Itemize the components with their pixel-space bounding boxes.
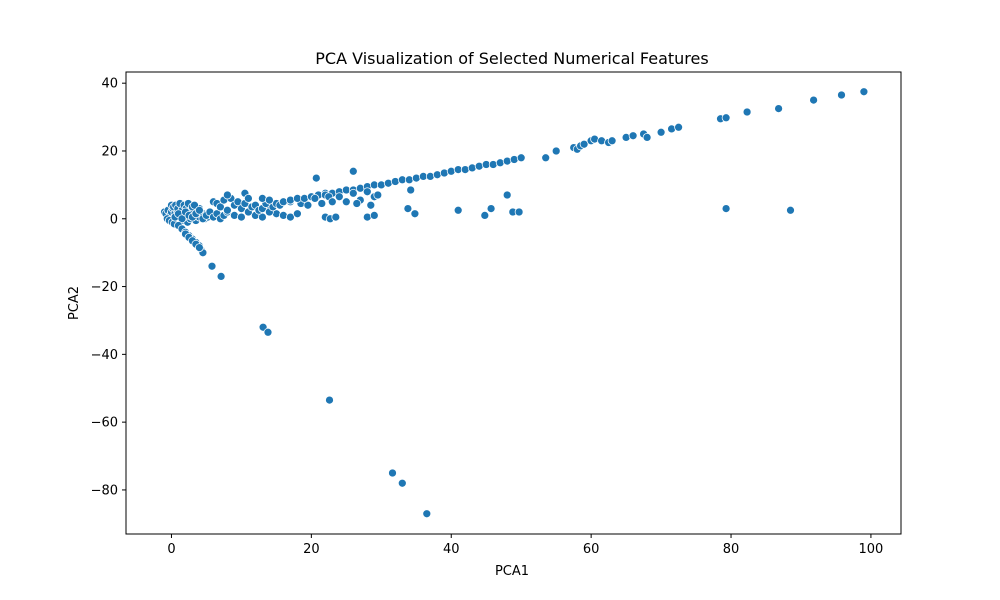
data-point (480, 211, 490, 220)
data-point (388, 468, 397, 478)
data-point (397, 478, 407, 488)
data-point (348, 166, 358, 176)
data-point (422, 509, 432, 519)
y-axis: −80 −60 −40 −20 0 20 40 (91, 77, 126, 498)
chart-title: PCA Visualization of Selected Numerical … (315, 49, 708, 68)
data-point (265, 195, 274, 205)
data-point (303, 200, 313, 210)
data-point (859, 87, 869, 97)
data-point (348, 188, 358, 198)
data-point (207, 261, 217, 271)
x-tick-label: 40 (443, 542, 460, 557)
y-tick-label: −60 (91, 416, 118, 431)
x-tick-label: 0 (167, 542, 175, 557)
data-point (327, 197, 337, 207)
data-point (742, 107, 752, 117)
data-point (195, 243, 204, 252)
data-point (177, 214, 187, 224)
data-point (486, 204, 496, 213)
data-point (334, 192, 344, 202)
y-tick-label: 40 (101, 77, 118, 92)
y-tick-label: 0 (110, 212, 118, 227)
data-point (809, 95, 818, 105)
data-point (721, 204, 731, 213)
plot-frame (125, 71, 902, 535)
data-point (317, 199, 327, 208)
data-point (341, 197, 351, 207)
data-point (311, 173, 321, 183)
data-point (366, 200, 376, 210)
x-tick-label: 20 (303, 542, 320, 557)
data-point (237, 212, 246, 222)
data-point (216, 272, 226, 281)
data-point (352, 199, 362, 208)
data-point (403, 204, 413, 213)
data-point (244, 194, 253, 203)
x-axis: 0 20 40 60 80 100 (167, 534, 883, 557)
data-point (786, 205, 795, 215)
data-point (223, 205, 232, 215)
data-point (195, 205, 204, 215)
data-point (216, 202, 225, 212)
data-point (310, 194, 320, 203)
y-tick-label: 20 (101, 144, 118, 159)
x-axis-label: PCA1 (495, 564, 529, 579)
data-point (293, 209, 302, 219)
data-point (453, 205, 463, 215)
x-tick-label: 60 (583, 542, 600, 557)
data-point (410, 209, 420, 219)
data-point (362, 187, 372, 197)
data-point (325, 395, 334, 405)
data-point (286, 212, 295, 222)
data-point (642, 133, 652, 142)
data-point (502, 190, 512, 200)
y-tick-label: −20 (91, 280, 118, 295)
data-point (331, 212, 341, 222)
data-point (514, 207, 524, 217)
x-tick-label: 80 (723, 542, 740, 557)
data-point (721, 113, 731, 123)
data-point (674, 122, 683, 132)
data-point (656, 127, 666, 137)
data-points (160, 87, 869, 519)
data-point (579, 139, 589, 149)
data-point (551, 146, 561, 156)
y-axis-label: PCA2 (67, 286, 82, 320)
data-point (223, 190, 232, 200)
data-point (263, 327, 273, 337)
data-point (373, 190, 383, 200)
data-point (369, 211, 379, 220)
data-point (628, 131, 638, 141)
y-tick-label: −40 (91, 348, 118, 363)
x-tick-label: 100 (859, 542, 884, 557)
data-point (541, 153, 551, 163)
data-point (607, 136, 617, 146)
y-tick-label: −80 (91, 483, 118, 498)
data-point (774, 104, 783, 113)
data-point (516, 153, 526, 163)
data-point (406, 185, 416, 195)
data-point (837, 90, 846, 100)
data-point (258, 212, 267, 222)
